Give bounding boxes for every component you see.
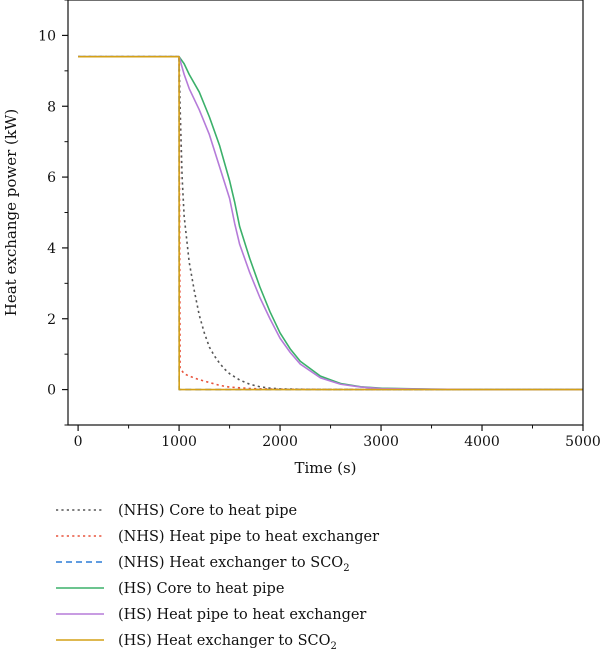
x-axis-title: Time (s) [294, 459, 356, 477]
x-tick-label: 0 [74, 434, 83, 450]
series-line-2 [78, 55, 583, 391]
y-tick-label: 8 [47, 99, 56, 115]
x-tick-label: 2000 [262, 434, 298, 450]
legend-item-3: (NHS) Heat exchanger to SCO2 [56, 555, 350, 574]
series-line-5 [78, 55, 583, 391]
y-tick-label: 4 [47, 241, 56, 257]
y-tick-label: 6 [47, 170, 56, 186]
x-tick-label: 3000 [363, 434, 399, 450]
legend-item-4: (HS) Core to heat pipe [56, 581, 284, 597]
legend-item-5: (HS) Heat pipe to heat exchanger [56, 607, 366, 623]
legend: (NHS) Core to heat pipe (NHS) Heat pipe t… [56, 503, 379, 650]
series-line-3 [78, 55, 583, 391]
legend-item-2: (NHS) Heat pipe to heat exchanger [56, 529, 379, 545]
plot-frame [67, 0, 584, 426]
y-tick-label: 2 [47, 312, 56, 328]
legend-item-1: (NHS) Core to heat pipe [56, 503, 297, 519]
y-axis-title: Heat exchange power (kW) [2, 109, 20, 316]
legend-label: (NHS) Heat exchanger to SCO2 [118, 555, 350, 574]
legend-label: (HS) Heat exchanger to SCO2 [118, 633, 337, 650]
y-tick-label: 0 [47, 383, 56, 399]
legend-label: (HS) Heat pipe to heat exchanger [118, 607, 366, 623]
x-tick-label: 4000 [464, 434, 500, 450]
y-tick-label: 10 [38, 28, 56, 44]
series-line-6 [78, 55, 583, 391]
plot-area [78, 55, 583, 391]
x-tick-label: 5000 [565, 434, 600, 450]
legend-label: (NHS) Core to heat pipe [118, 503, 297, 519]
legend-label: (NHS) Heat pipe to heat exchanger [118, 529, 379, 545]
legend-item-6: (HS) Heat exchanger to SCO2 [56, 633, 337, 650]
x-tick-label: 1000 [161, 434, 197, 450]
legend-label: (HS) Core to heat pipe [118, 581, 284, 597]
axes: 0 1000 2000 3000 4000 5000 0 2 4 6 8 10 [38, 0, 600, 450]
series-line-1 [78, 55, 583, 391]
series-line-4 [78, 55, 583, 391]
